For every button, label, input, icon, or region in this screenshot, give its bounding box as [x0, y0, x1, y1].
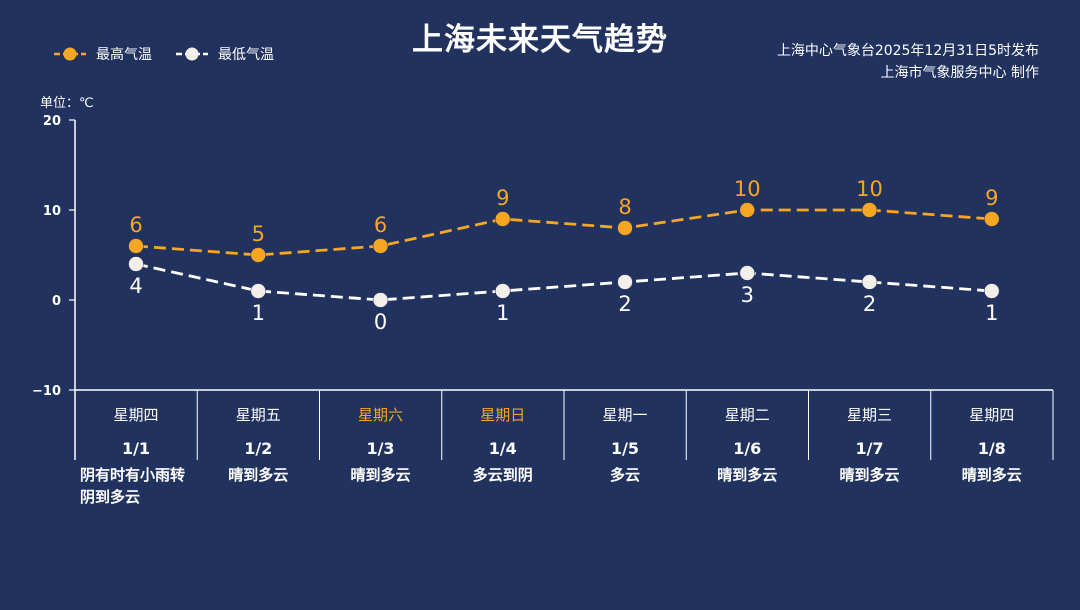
weather-description: 晴到多云	[717, 466, 778, 484]
weekday-label: 星期六	[357, 406, 403, 424]
weather-description: 晴到多云	[228, 466, 289, 484]
low-series-point	[495, 283, 511, 299]
publisher-info: 上海中心气象台2025年12月31日5时发布 上海市气象服务中心 制作	[777, 40, 1039, 84]
low-data-label: 0	[374, 310, 387, 334]
high-data-label: 10	[856, 177, 883, 201]
date-label: 1/6	[733, 439, 762, 458]
low-series-point	[984, 283, 1000, 299]
weather-description: 晴到多云	[961, 466, 1022, 484]
weekday-label: 星期四	[113, 406, 159, 424]
day-column: 星期一 1/5	[564, 392, 686, 458]
low-data-label: 1	[496, 301, 509, 325]
weather-description: 晴到多云	[350, 466, 411, 484]
high-series-point	[128, 238, 144, 254]
legend-high-label: 最高气温	[96, 47, 152, 63]
low-data-label: 1	[252, 301, 265, 325]
date-label: 1/2	[244, 439, 273, 458]
date-label: 1/3	[366, 439, 395, 458]
high-data-label: 6	[129, 213, 142, 237]
legend: 最高气温 最低气温	[52, 44, 296, 64]
low-data-label: 2	[863, 292, 876, 316]
legend-high-marker-icon	[54, 47, 86, 61]
low-series-point	[250, 283, 266, 299]
legend-low-marker-icon	[176, 47, 208, 61]
high-data-label: 8	[618, 195, 631, 219]
day-column: 星期四 1/8	[931, 392, 1053, 458]
low-series-point	[372, 292, 389, 308]
legend-item-high: 最高气温	[52, 44, 152, 64]
low-series-point	[128, 256, 144, 272]
low-series-line	[135, 262, 992, 302]
y-tick-label: −10	[32, 384, 61, 399]
high-series-point	[984, 211, 1000, 227]
low-data-label: 4	[129, 274, 142, 298]
date-label: 1/8	[977, 439, 1006, 458]
weekday-label: 星期五	[235, 406, 281, 424]
day-column: 星期四 1/1	[75, 392, 197, 458]
legend-item-low: 最低气温	[174, 44, 274, 64]
unit-label: 单位：℃	[40, 96, 94, 111]
publisher-line-2: 上海市气象服务中心 制作	[880, 65, 1039, 81]
date-label: 1/5	[610, 439, 640, 458]
weather-description: 多云	[609, 466, 640, 484]
day-column: 星期六 1/3	[320, 392, 442, 458]
day-column: 星期三 1/7	[809, 392, 931, 458]
chart-title: 上海未来天气趋势	[412, 22, 668, 58]
y-tick-label: 10	[43, 204, 61, 219]
y-tick-label: 0	[52, 294, 61, 309]
low-series-point	[861, 274, 878, 290]
low-series-point	[617, 274, 633, 290]
date-label: 1/7	[855, 439, 884, 458]
weekday-label: 星期三	[846, 406, 892, 424]
high-series-point	[617, 220, 633, 236]
high-series-point	[495, 211, 511, 227]
weekday-label: 星期一	[602, 406, 648, 424]
high-series-point	[250, 247, 266, 263]
low-data-label: 3	[741, 283, 754, 307]
high-series-point	[372, 238, 389, 254]
low-data-label: 2	[618, 292, 631, 316]
high-data-label: 9	[496, 186, 509, 210]
date-label: 1/1	[121, 439, 151, 458]
weekday-label: 星期四	[969, 406, 1015, 424]
day-column: 星期日 1/4	[442, 392, 564, 458]
day-column: 星期五 1/2	[197, 392, 319, 458]
weather-description: 晴到多云	[839, 466, 900, 484]
high-data-label: 5	[252, 222, 265, 246]
high-series-point	[739, 202, 755, 218]
high-data-label: 9	[985, 186, 998, 210]
weather-description: 多云到阴	[472, 466, 533, 484]
low-series-point	[739, 265, 755, 281]
date-label: 1/4	[488, 439, 517, 458]
high-data-label: 10	[734, 177, 761, 201]
day-column: 星期二 1/6	[686, 392, 808, 458]
high-data-label: 6	[374, 213, 387, 237]
weekday-label: 星期二	[724, 406, 770, 424]
legend-low-label: 最低气温	[218, 47, 274, 63]
weekday-label: 星期日	[480, 406, 526, 424]
weather-description: 阴有时有小雨转阴到多云	[80, 466, 186, 506]
low-data-label: 1	[985, 301, 998, 325]
high-series-point	[861, 202, 878, 218]
publisher-line-1: 上海中心气象台2025年12月31日5时发布	[776, 43, 1039, 59]
y-tick-label: 20	[43, 114, 61, 129]
